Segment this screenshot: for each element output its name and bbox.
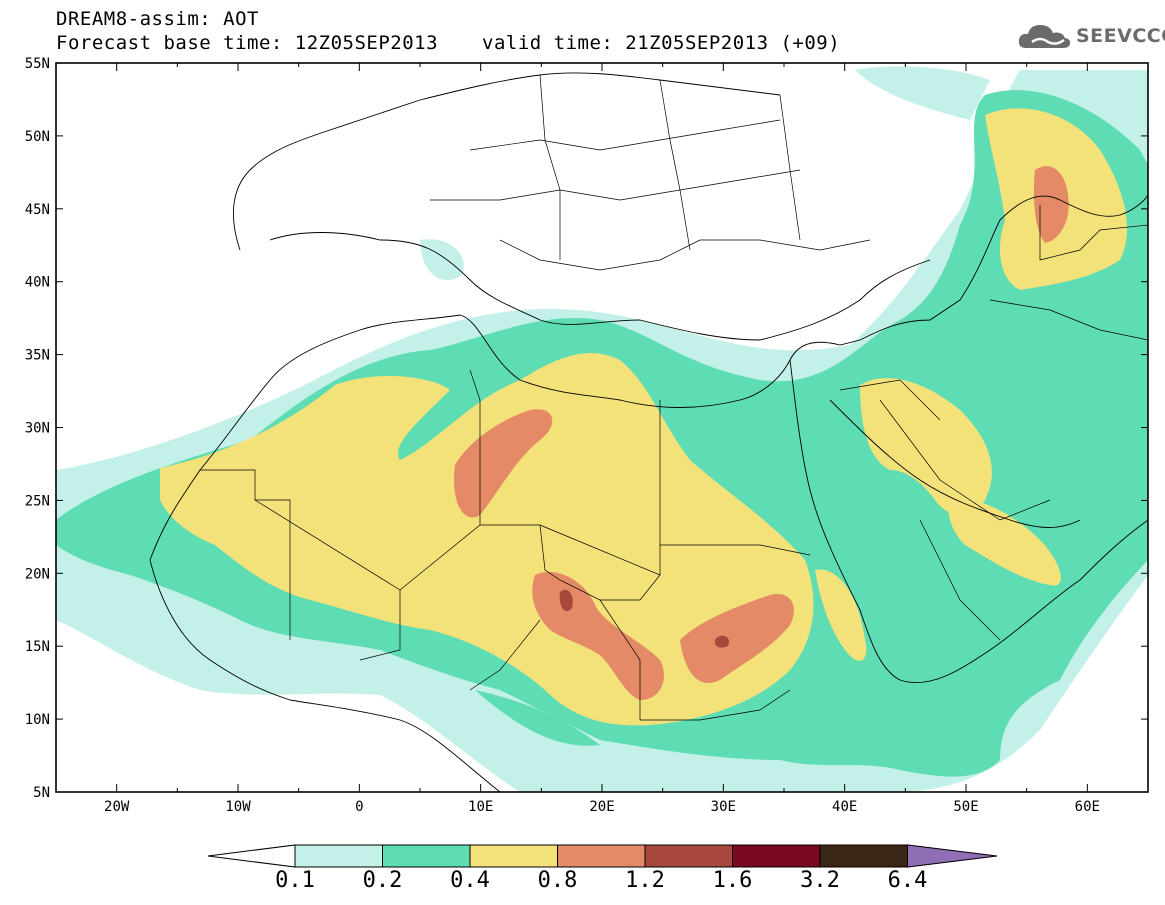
lat-tick-label: 15N: [25, 639, 50, 655]
seevccc-logo: SEEVCCC: [1018, 22, 1165, 50]
colorbar-under-triangle: [207, 844, 296, 868]
lon-tick-label: 40E: [832, 799, 857, 815]
lon-tick-label: 10E: [468, 799, 493, 815]
colorbar-swatch: [557, 844, 646, 868]
lat-tick-label: 5N: [33, 785, 50, 801]
aot-field: [56, 63, 1148, 792]
lat-tick-label: 35N: [25, 348, 50, 364]
colorbar-swatch: [644, 844, 733, 868]
axis-tick-labels: 20W 10W 0 10E 20E 30E 40E 50E 60E 55N 50N 45N 40N 35N…: [25, 56, 1100, 815]
colorbar-swatch: [732, 844, 821, 868]
colorbar: [207, 844, 998, 868]
aot-band-0.4: [160, 108, 1128, 726]
lon-tick-label: 20E: [589, 799, 614, 815]
lat-tick-label: 10N: [25, 712, 50, 728]
lon-tick-label: 10W: [225, 799, 251, 815]
lat-tick-label: 20N: [25, 566, 50, 582]
colorbar-label: 0.8: [537, 868, 578, 893]
aot-band-1.2: [559, 589, 730, 648]
colorbar-swatch: [819, 844, 908, 868]
colorbar-swatch: [382, 844, 471, 868]
colorbar-swatch: [294, 844, 383, 868]
colorbar-label: 0.1: [275, 868, 315, 893]
colorbar-label: 6.4: [887, 868, 928, 893]
map-title: DREAM8-assim: AOT: [56, 8, 259, 30]
colorbar-over-triangle: [907, 844, 998, 868]
lon-tick-label: 50E: [953, 799, 978, 815]
valid-time: valid time: 21Z05SEP2013 (+09): [482, 32, 841, 54]
lon-tick-label: 60E: [1075, 799, 1100, 815]
lat-tick-label: 30N: [25, 421, 50, 437]
colorbar-label: 3.2: [800, 868, 840, 893]
axis-ticks: [55, 62, 1149, 793]
cloud-icon: [1018, 25, 1071, 48]
forecast-base-time: Forecast base time: 12Z05SEP2013: [56, 32, 439, 54]
colorbar-label: 1.6: [712, 868, 753, 893]
lon-tick-label: 0: [355, 799, 363, 815]
logo-text: SEEVCCC: [1076, 25, 1165, 47]
lat-tick-label: 55N: [25, 56, 50, 72]
lat-tick-label: 50N: [25, 129, 50, 145]
colorbar-swatch: [469, 844, 558, 868]
lon-tick-label: 20W: [104, 799, 130, 815]
lat-tick-label: 25N: [25, 493, 50, 509]
lat-tick-label: 40N: [25, 275, 50, 291]
colorbar-label: 1.2: [625, 868, 665, 893]
colorbar-label: 0.2: [362, 868, 403, 893]
country-borders: [200, 74, 1148, 721]
colorbar-label: 0.4: [450, 868, 490, 893]
lon-tick-label: 30E: [711, 799, 736, 815]
coastlines: [149, 72, 1148, 792]
lat-tick-label: 45N: [25, 202, 50, 218]
